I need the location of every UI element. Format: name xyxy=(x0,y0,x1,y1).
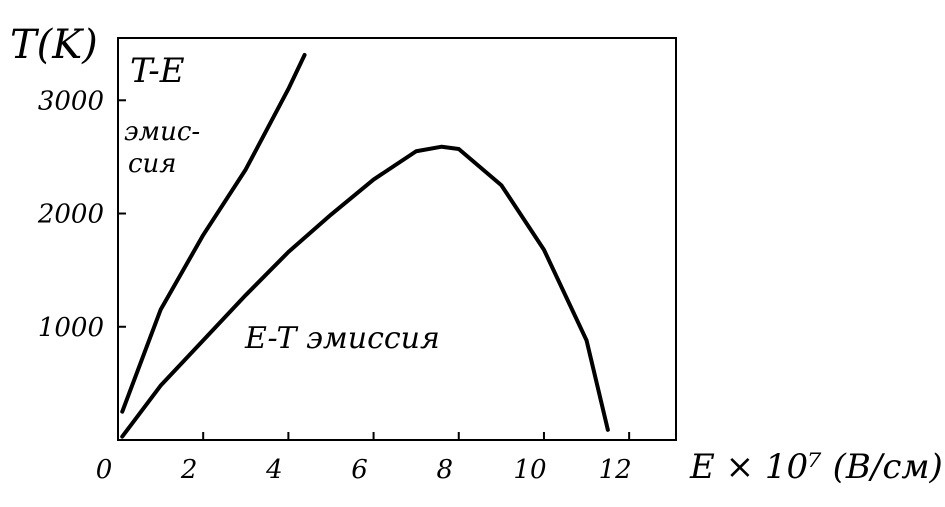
line-series xyxy=(120,52,307,414)
x-tick-label: 4 xyxy=(265,455,283,485)
x-tick-label: 2 xyxy=(180,455,198,485)
x-tick-label: 6 xyxy=(351,455,368,485)
y-tick-label: 1000 xyxy=(38,313,104,343)
annotation: эмис- xyxy=(124,117,200,147)
x-tick-label: 10 xyxy=(513,455,546,485)
y-axis-title: T(K) xyxy=(10,22,98,68)
annotation: T-E xyxy=(130,51,185,91)
annotation: сия xyxy=(128,149,177,179)
x-tick-label: 12 xyxy=(599,455,632,485)
x-tick-label: 8 xyxy=(436,455,453,485)
annotation: E-T эмиссия xyxy=(244,321,440,356)
plot-frame xyxy=(117,37,677,441)
x-axis-title: E × 10⁷ (В/см) xyxy=(689,447,943,487)
y-tick-label: 2000 xyxy=(37,200,104,230)
line-series xyxy=(120,144,610,439)
y-tick-label: 3000 xyxy=(38,86,104,116)
x-tick-label: 0 xyxy=(96,455,113,485)
